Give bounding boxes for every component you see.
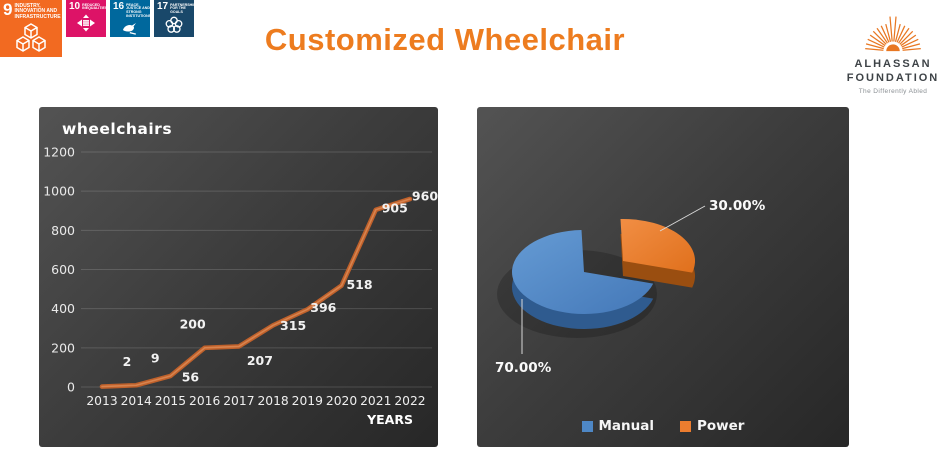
pie-slice-manual [512,230,654,314]
data-label: 905 [382,200,408,215]
sdg-label: Partnerships for the Goals [170,2,194,15]
page-title: Customized Wheelchair [264,22,626,57]
sun-ray [902,48,921,51]
sun-ray [865,43,884,50]
sdg-tile-9: 9 Industry, Innovation and Infrastructur… [0,0,62,57]
sun-ray [876,27,888,44]
legend-label: Power [697,418,745,434]
y-axis-tick: 200 [51,340,75,355]
sdg-label: Reduced Inequalities [82,2,106,11]
sun-ray [872,30,887,45]
data-line-highlight [101,198,411,388]
sdg-tile-10: 10 Reduced Inequalities [66,0,106,37]
wreath-icon [157,15,191,35]
y-axis-tick: 1200 [43,145,75,160]
sun-ray [900,34,917,47]
sun-ray [880,25,890,43]
data-label: 315 [280,318,306,333]
sun-ray [894,23,901,42]
sdg-number: 16 [113,1,125,12]
y-axis-tick: 600 [51,262,75,277]
data-label: 56 [182,370,200,385]
pie-chart: 70.00% 30.00% [495,198,766,376]
y-axis-tick: 400 [51,301,75,316]
sun-ray [896,25,906,43]
sunburst-icon [845,3,941,58]
data-label: 200 [180,316,206,331]
pie-slice-power [620,218,696,273]
x-axis-tick: 2017 [223,394,254,408]
sdg-tile-head: 9 Industry, Innovation and Infrastructur… [3,0,61,20]
pie-chart-panel: 70.00% 30.00% Manual Power [477,107,849,447]
sdg-tile-head: 17 Partnerships for the Goals [157,1,194,15]
leader-line [659,205,706,232]
x-axis-tick: 2020 [326,394,357,408]
x-axis-tick: 2021 [360,394,391,408]
sdg-tile-17: 17 Partnerships for the Goals [154,0,194,37]
legend: Manual Power [477,418,849,434]
x-axis-tick: 2013 [86,394,117,408]
data-label: 9 [151,351,160,366]
data-label: 960 [412,189,438,204]
sun-ray [885,23,892,42]
x-axis-tick: 2014 [121,394,152,408]
sdg-number: 9 [3,0,13,19]
sdg-tile-head: 16 Peace, Justice and Strong Institution… [113,1,150,19]
sdg-tile-head: 10 Reduced Inequalities [69,1,106,12]
y-axis-tick: 0 [67,380,75,395]
sdg-label: Peace, Justice and Strong Institutions [126,2,150,19]
chart-title: wheelchairs [62,120,172,138]
logo-name-line2: FOUNDATION [846,71,940,84]
x-axis-tick: 2015 [155,394,186,408]
equality-icon [69,12,103,36]
sun-ray [899,30,914,45]
sun-ray [889,16,893,42]
sun-ray [893,16,897,42]
logo-tagline: The Differently Abled [858,87,928,95]
x-axis-tick: 2019 [292,394,323,408]
sdg-label: Industry, Innovation and Infrastructure [14,3,61,20]
x-axis-tick: 2016 [189,394,220,408]
sun-ray [901,38,919,48]
data-label: 518 [346,277,372,292]
legend-label: Manual [598,418,655,434]
y-axis-tick: 800 [51,223,75,238]
line-chart-panel: 0 200 400 600 800 1000 1200 wheelchairs 2013 2014… [39,107,438,447]
sun-core [886,44,900,52]
cubes-icon [3,20,59,55]
sun-ray [869,34,886,47]
legend-swatch [680,420,692,432]
sun-ray [867,38,885,48]
legend-item: Manual [581,418,655,434]
legend-swatch [581,420,593,432]
sun-ray [902,43,921,50]
line-chart: 0 200 400 600 800 1000 1200 wheelchairs 2013 2014… [43,120,438,427]
pie-label: 70.00% [495,360,552,376]
y-axis-tick: 1000 [43,184,75,199]
sdg-number: 17 [157,1,169,12]
legend-item: Power [680,418,744,434]
logo-name-line1: ALHASSAN [854,58,932,70]
x-axis-tick: 2022 [394,394,425,408]
sdg-tile-16: 16 Peace, Justice and Strong Institution… [110,0,150,37]
x-axis-tick: 2018 [257,394,288,408]
data-label: 396 [310,300,336,315]
data-label: 2 [123,354,132,369]
sun-ray [898,27,910,44]
sun-ray [865,48,884,51]
x-axis-title: YEARS [366,412,413,427]
data-label: 207 [247,353,273,368]
dove-icon [113,19,147,37]
sdg-strip: 9 Industry, Innovation and Infrastructur… [0,0,194,57]
sdg-number: 10 [69,1,81,12]
foundation-logo: ALHASSAN FOUNDATION The Differently Able… [845,3,941,95]
pie-label: 30.00% [709,198,766,214]
